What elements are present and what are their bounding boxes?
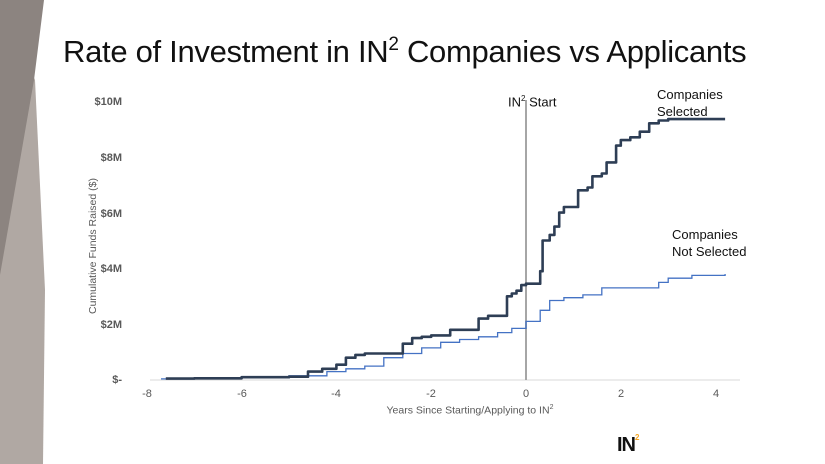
title-text-suffix: Companies vs Applicants <box>398 34 747 69</box>
logo-text: IN <box>617 434 636 456</box>
x-tick-label: -2 <box>426 388 436 400</box>
decorative-side-panel <box>0 0 45 464</box>
deco-dark-shape <box>0 0 44 275</box>
y-tick-label: $6M <box>100 208 122 220</box>
x-tick-label: 4 <box>712 388 720 400</box>
selected-label-line2: Selected <box>657 104 708 119</box>
annot-start-sup: 2 <box>521 94 526 103</box>
x-axis-title-text: Years Since Starting/Applying to IN <box>386 404 550 417</box>
x-tick-label: -4 <box>331 388 341 400</box>
x-axis-title-sup: 2 <box>549 404 554 411</box>
x-tick-label: 2 <box>617 388 625 400</box>
title-superscript: 2 <box>388 34 399 55</box>
not-selected-label-line1: Companies <box>672 227 738 242</box>
y-tick-label: $2M <box>100 319 122 331</box>
companies-not-selected-label: Companies Not Selected <box>672 226 746 260</box>
series-line-selected <box>165 117 726 380</box>
y-axis-title: Cumulative Funds Raised ($) <box>87 178 99 314</box>
y-tick-label: $10M <box>94 96 122 108</box>
in2-start-annotation: IN2 Start <box>508 90 557 110</box>
y-tick-label: $4M <box>100 263 122 275</box>
logo-sup: 2 <box>635 433 640 442</box>
y-tick-label: $8M <box>100 152 122 164</box>
x-axis-title: Years Since Starting/Applying to IN2 <box>290 404 650 417</box>
x-tick-label: 0 <box>522 388 530 400</box>
selected-label-line1: Companies <box>657 87 723 102</box>
annot-start-prefix: IN <box>508 94 521 110</box>
title-text-prefix: Rate of Investment in IN <box>63 34 389 69</box>
x-tick-label: -8 <box>142 388 152 400</box>
slide-title: Rate of Investment in IN2 Companies vs A… <box>63 34 747 70</box>
y-tick-label: $- <box>112 374 122 386</box>
series-line-not-selected <box>161 274 726 380</box>
annot-start-suffix: Start <box>525 94 557 110</box>
x-tick-label: -6 <box>237 388 247 400</box>
in2-logo: IN2 <box>617 433 640 457</box>
companies-selected-label: Companies Selected <box>657 86 723 120</box>
not-selected-label-line2: Not Selected <box>672 244 747 259</box>
